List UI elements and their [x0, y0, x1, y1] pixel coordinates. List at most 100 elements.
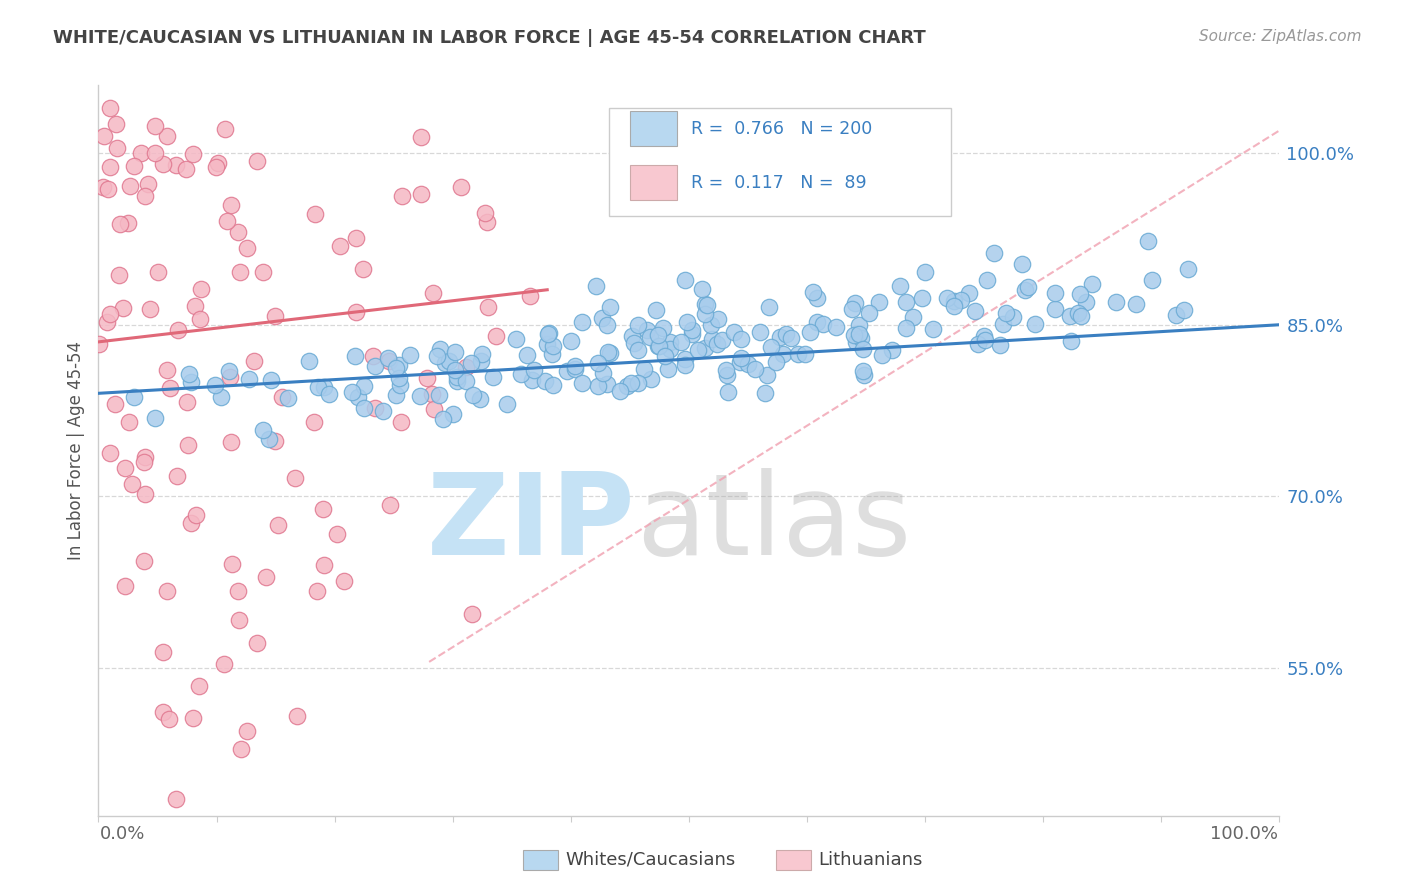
Point: [765, 355, 787, 369]
Point: [991, 317, 1014, 331]
Point: [772, 347, 794, 361]
Point: [437, 354, 460, 368]
Point: [190, 282, 212, 296]
Text: R =  0.766   N = 200: R = 0.766 N = 200: [692, 120, 873, 137]
Point: [633, 362, 655, 376]
Point: [461, 388, 484, 402]
Point: [329, 239, 352, 253]
Point: [598, 344, 620, 359]
Point: [157, 712, 180, 726]
Point: [688, 343, 710, 358]
Point: [1059, 309, 1081, 323]
Point: [111, 301, 134, 315]
Point: [811, 317, 834, 331]
Point: [159, 381, 181, 395]
Point: [385, 388, 408, 402]
Point: [228, 613, 250, 627]
Point: [446, 374, 468, 388]
Point: [353, 401, 375, 416]
Point: [505, 332, 527, 346]
Point: [450, 179, 472, 194]
Point: [378, 498, 401, 512]
Point: [695, 297, 717, 311]
Point: [307, 380, 329, 394]
Point: [434, 356, 457, 370]
Point: [520, 373, 543, 387]
Point: [385, 361, 408, 376]
Point: [851, 364, 873, 378]
Point: [681, 323, 703, 337]
Point: [98, 102, 121, 116]
Point: [868, 294, 890, 309]
Point: [238, 371, 260, 385]
Point: [456, 374, 478, 388]
Point: [564, 359, 586, 373]
Point: [749, 325, 772, 339]
Point: [307, 584, 329, 599]
Point: [312, 380, 335, 394]
Point: [446, 370, 468, 384]
Point: [1177, 262, 1199, 277]
Point: [896, 321, 918, 335]
Point: [842, 328, 865, 343]
Point: [1017, 280, 1039, 294]
Point: [943, 299, 966, 313]
Point: [1081, 277, 1104, 292]
Point: [236, 241, 259, 255]
Point: [495, 396, 517, 410]
Point: [180, 375, 202, 389]
Point: [1043, 286, 1066, 301]
Point: [851, 331, 873, 345]
Point: [411, 187, 433, 202]
Point: [671, 334, 693, 349]
Point: [105, 141, 128, 155]
Point: [673, 352, 696, 367]
Point: [121, 477, 143, 491]
Point: [104, 117, 127, 131]
Point: [152, 157, 174, 171]
Point: [181, 711, 204, 725]
Point: [120, 179, 142, 194]
Point: [730, 351, 752, 365]
Point: [845, 335, 868, 350]
Point: [537, 326, 560, 341]
Point: [848, 318, 870, 332]
Point: [636, 323, 658, 337]
Point: [432, 411, 454, 425]
Point: [219, 370, 242, 384]
Point: [949, 293, 972, 308]
Point: [226, 584, 249, 599]
Point: [129, 145, 152, 160]
Point: [523, 363, 546, 377]
Point: [165, 791, 187, 805]
Point: [700, 318, 723, 333]
Point: [114, 579, 136, 593]
Point: [429, 342, 451, 356]
Point: [359, 0, 381, 5]
Text: ZIP: ZIP: [427, 468, 636, 579]
Point: [132, 554, 155, 568]
Point: [534, 374, 557, 388]
Point: [312, 502, 335, 516]
Point: [156, 128, 179, 143]
Point: [841, 302, 863, 317]
Point: [97, 182, 120, 196]
Text: Whites/Caucasians: Whites/Caucasians: [565, 851, 735, 869]
Point: [460, 356, 482, 370]
Point: [571, 315, 593, 329]
Point: [519, 289, 541, 303]
Point: [599, 346, 621, 360]
Text: 100.0%: 100.0%: [1211, 825, 1278, 843]
Point: [441, 407, 464, 421]
Point: [775, 326, 797, 341]
Point: [364, 401, 387, 415]
Point: [737, 357, 759, 371]
Point: [176, 394, 198, 409]
Point: [415, 371, 437, 385]
Point: [880, 343, 903, 358]
Point: [647, 327, 669, 342]
Point: [143, 119, 166, 133]
Point: [541, 347, 564, 361]
Point: [564, 362, 586, 376]
Point: [754, 385, 776, 400]
